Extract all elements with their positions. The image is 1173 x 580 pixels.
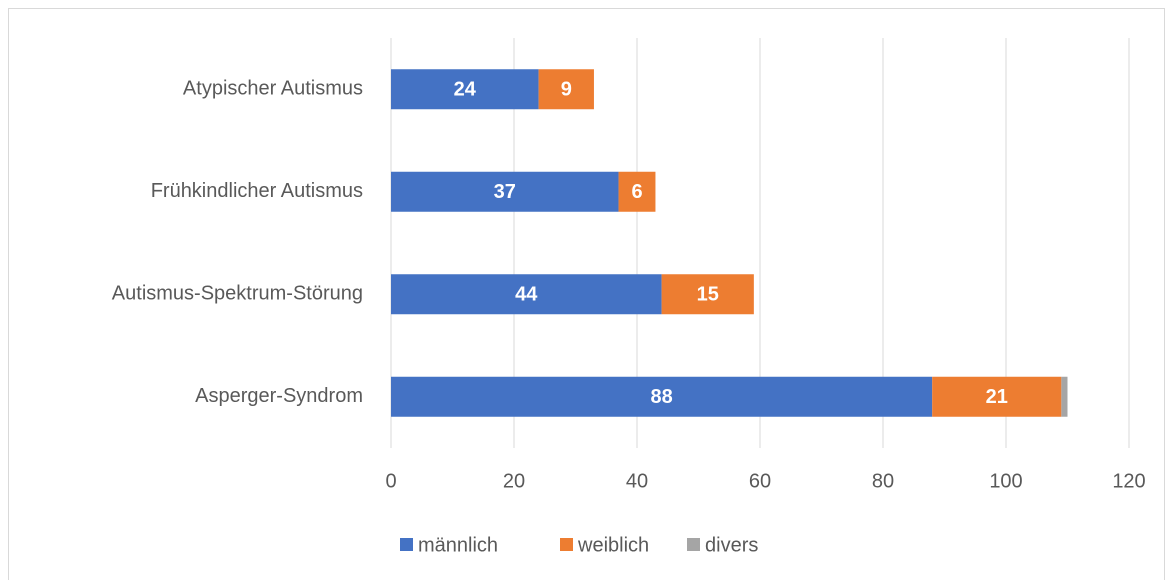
bar-segment <box>391 171 619 212</box>
x-tick-label: 40 <box>626 470 648 492</box>
x-tick-label: 100 <box>989 470 1022 492</box>
legend-swatch <box>560 538 573 551</box>
x-tick-label: 20 <box>503 470 525 492</box>
bar-segment <box>1061 376 1068 417</box>
data-label: 37 <box>494 181 516 203</box>
legend-label: weiblich <box>577 534 649 556</box>
bar-segment <box>661 274 754 315</box>
x-tick-label: 0 <box>385 470 396 492</box>
legend-swatch <box>687 538 700 551</box>
bar-segment <box>391 274 662 315</box>
bar-segment <box>538 69 594 110</box>
data-label: 88 <box>650 386 672 408</box>
bar-segment <box>618 171 656 212</box>
y-tick-label: Frühkindlicher Autismus <box>151 180 363 202</box>
legend-label: divers <box>705 534 758 556</box>
y-tick-label: Autismus-Spektrum-Störung <box>112 283 363 305</box>
data-label: 9 <box>561 79 572 101</box>
data-label: 15 <box>697 284 719 306</box>
x-tick-label: 60 <box>749 470 771 492</box>
data-label: 44 <box>515 284 538 306</box>
bar-segment <box>932 376 1062 417</box>
data-label: 24 <box>454 79 477 101</box>
data-label: 6 <box>631 181 642 203</box>
chart-border <box>8 8 1165 580</box>
bar-segment <box>391 69 539 110</box>
data-label: 21 <box>986 386 1008 408</box>
legend-swatch <box>400 538 413 551</box>
x-tick-label: 120 <box>1112 470 1145 492</box>
legend-label: männlich <box>418 534 498 556</box>
y-tick-label: Asperger-Syndrom <box>195 385 363 407</box>
x-tick-label: 80 <box>872 470 894 492</box>
bar-segment <box>391 376 933 417</box>
y-tick-label: Atypischer Autismus <box>183 78 363 100</box>
